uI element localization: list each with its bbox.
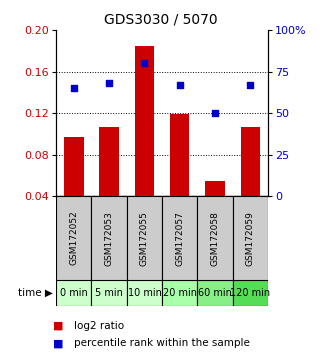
- Bar: [91, 280, 127, 306]
- Text: GSM172055: GSM172055: [140, 211, 149, 266]
- Bar: [135, 46, 154, 196]
- Point: [213, 110, 218, 116]
- Bar: [233, 280, 268, 306]
- Point: [107, 80, 112, 86]
- Text: 60 min: 60 min: [198, 288, 232, 298]
- Point: [142, 61, 147, 66]
- Point: [248, 82, 253, 88]
- Text: log2 ratio: log2 ratio: [74, 321, 124, 331]
- Text: percentile rank within the sample: percentile rank within the sample: [74, 338, 250, 348]
- Bar: [162, 196, 197, 280]
- Text: 5 min: 5 min: [95, 288, 123, 298]
- Text: GSM172059: GSM172059: [246, 211, 255, 266]
- Bar: [241, 127, 260, 196]
- Bar: [233, 196, 268, 280]
- Text: 120 min: 120 min: [230, 288, 270, 298]
- Text: GDS3030 / 5070: GDS3030 / 5070: [104, 12, 217, 27]
- Text: GSM172058: GSM172058: [211, 211, 220, 266]
- Bar: [170, 114, 189, 196]
- Text: 0 min: 0 min: [60, 288, 88, 298]
- Text: ■: ■: [53, 321, 64, 331]
- Bar: [56, 280, 91, 306]
- Bar: [91, 196, 127, 280]
- Bar: [127, 280, 162, 306]
- Text: ■: ■: [53, 338, 64, 348]
- Bar: [162, 280, 197, 306]
- Bar: [197, 196, 233, 280]
- Text: time ▶: time ▶: [18, 288, 53, 298]
- Bar: [205, 181, 225, 196]
- Text: 10 min: 10 min: [127, 288, 161, 298]
- Text: GSM172052: GSM172052: [69, 211, 78, 266]
- Bar: [197, 280, 233, 306]
- Point: [71, 85, 76, 91]
- Bar: [56, 196, 91, 280]
- Point: [177, 82, 182, 88]
- Bar: [127, 196, 162, 280]
- Text: GSM172053: GSM172053: [105, 211, 114, 266]
- Text: GSM172057: GSM172057: [175, 211, 184, 266]
- Bar: [64, 137, 83, 196]
- Bar: [100, 127, 119, 196]
- Text: 20 min: 20 min: [163, 288, 197, 298]
